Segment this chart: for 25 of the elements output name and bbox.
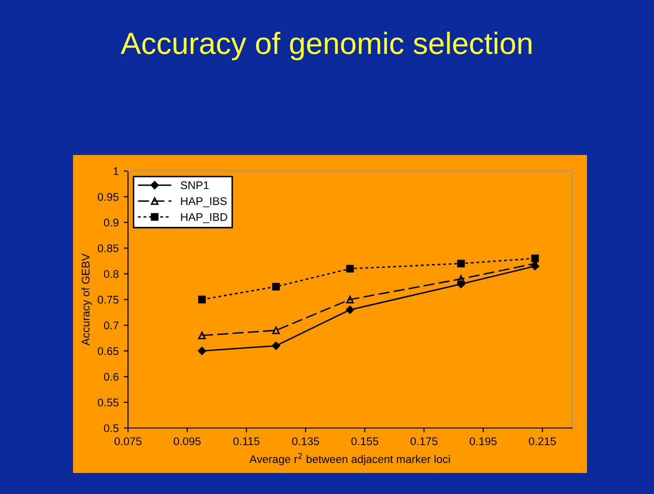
legend-label: HAP_IBS xyxy=(181,197,227,208)
y-axis-title: Accuracy of GEBV xyxy=(81,254,92,346)
x-tick-label: 0.075 xyxy=(114,437,142,446)
legend-label: SNP1 xyxy=(180,181,209,190)
y-tick-label: 0.85 xyxy=(98,244,119,252)
y-tick-label: 0.8 xyxy=(104,270,118,278)
y-tick-label: 0.55 xyxy=(98,398,119,406)
y-tick-label: 1 xyxy=(114,167,118,176)
y-tick-label: 0.5 xyxy=(104,424,119,432)
y-tick-label: 0.65 xyxy=(98,347,119,356)
x-tick-label: 0.155 xyxy=(351,437,378,446)
y-tick-label: 0.6 xyxy=(104,372,118,381)
x-axis-title: Average r$^{2}$ between adjacent marker loci xyxy=(249,452,450,466)
x-tick-label: 0.115 xyxy=(233,437,260,446)
legend-label: HAP_IBD xyxy=(181,213,228,224)
x-tick-label: 0.095 xyxy=(174,437,201,446)
y-tick-label: 0.9 xyxy=(104,218,118,227)
x-tick-label: 0.135 xyxy=(292,437,320,446)
y-tick-label: 0.95 xyxy=(98,192,119,201)
y-tick-label: 0.7 xyxy=(104,321,118,330)
x-tick-label: 0.215 xyxy=(528,437,556,446)
x-tick-label: 0.195 xyxy=(470,437,497,446)
chart-title: Accuracy of genomic selection xyxy=(120,32,532,60)
x-tick-label: 0.175 xyxy=(410,437,438,446)
y-tick-label: 0.75 xyxy=(98,296,119,304)
